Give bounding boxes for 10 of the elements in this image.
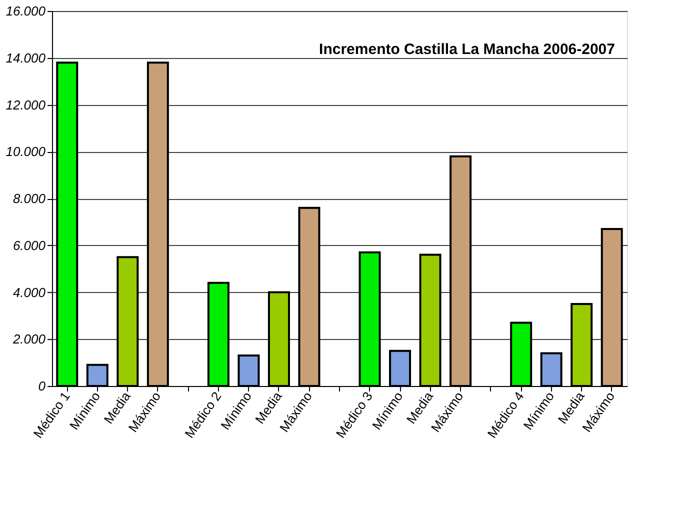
y-tick-label: 0 — [38, 378, 46, 394]
y-tick-label: 8.000 — [12, 191, 46, 206]
y-tick-label: 14.000 — [6, 50, 46, 66]
y-tick-label: 4.000 — [12, 284, 46, 300]
text: Incremento Castilla La Mancha 2006-2007 — [319, 41, 615, 58]
y-tick-label: 2.000 — [12, 332, 46, 347]
y-tick-label: 16.000 — [6, 4, 46, 18]
y-tick-label: 10.000 — [6, 144, 46, 160]
y-tick-label: 12.000 — [6, 97, 46, 112]
y-tick-label: 6.000 — [12, 238, 46, 253]
